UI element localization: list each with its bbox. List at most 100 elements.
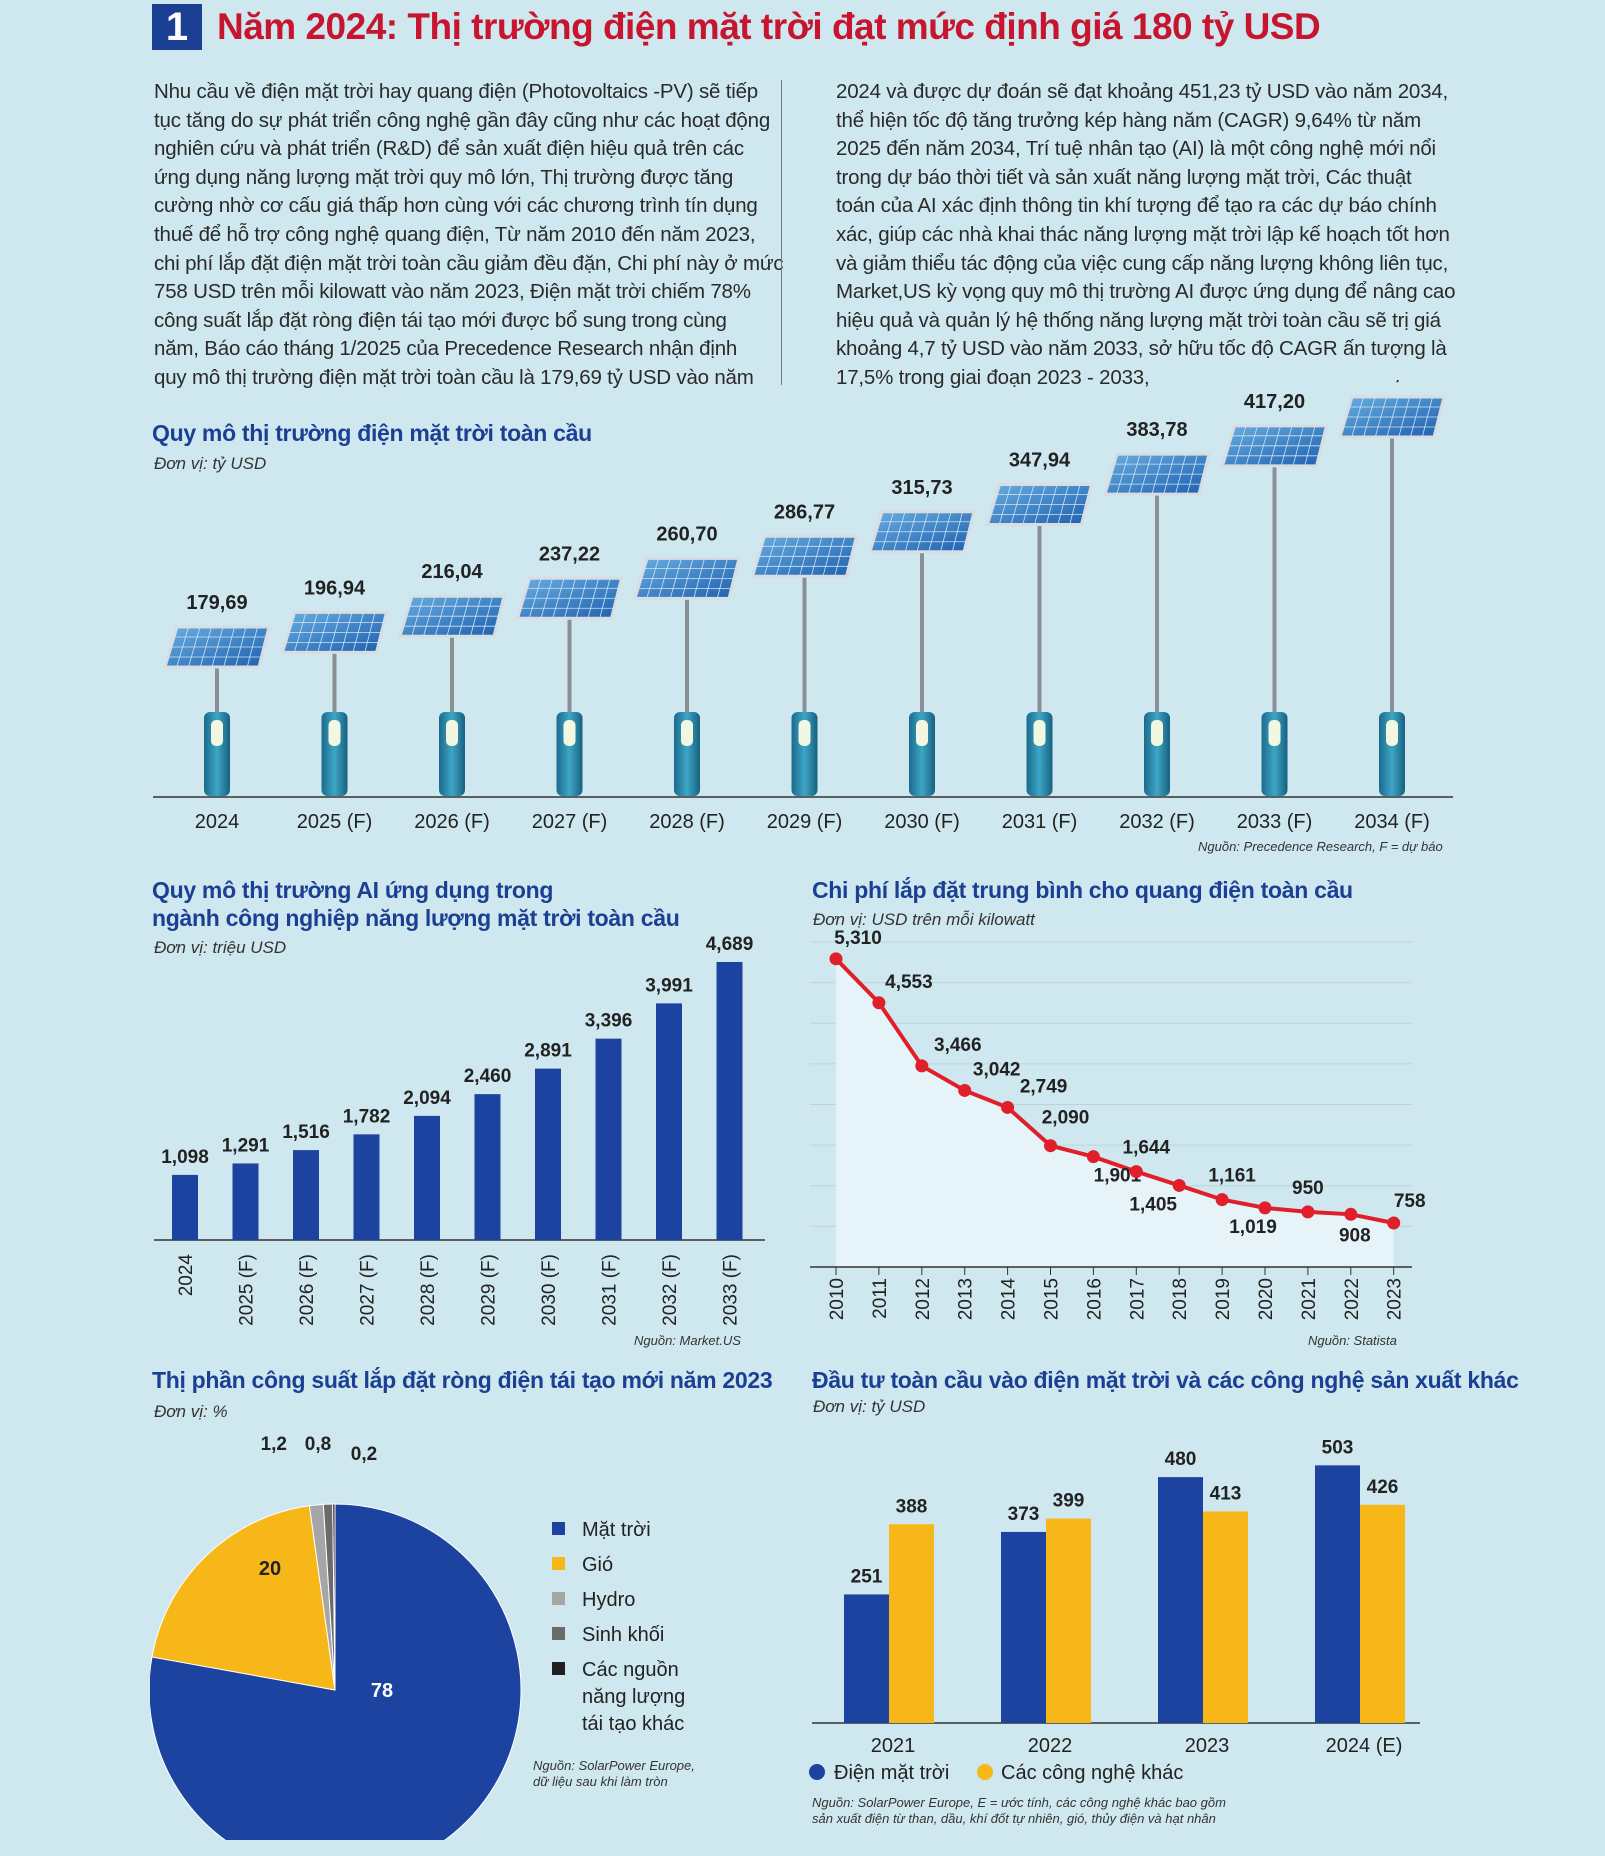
category-label: 2018 — [1170, 1278, 1191, 1320]
panel-pole — [567, 616, 572, 718]
category-label: 2032 (F) — [660, 1254, 681, 1326]
value-label: 260,70 — [656, 523, 717, 545]
panel-grid-line — [1363, 396, 1376, 438]
legend-label: Sinh khối — [582, 1624, 664, 1646]
value-label: 2,749 — [1020, 1076, 1068, 1097]
bar — [172, 1174, 198, 1240]
category-label: 2029 (F) — [479, 1254, 500, 1326]
chart1-title: Quy mô thị trường điện mặt trời toàn cầu — [152, 420, 592, 446]
chart5-source-line: sản xuất điện từ than, dầu, khí đốt tự n… — [812, 1811, 1216, 1826]
panel-pole — [685, 596, 689, 718]
chart5-unit: Đơn vị: tỷ USD — [813, 1397, 926, 1416]
legend-label: Các nguồn — [582, 1659, 679, 1681]
panel-grid-line — [458, 596, 470, 637]
data-point — [1258, 1201, 1272, 1215]
intro-text-line: trong dự báo thời tiết và sản xuất năng … — [836, 165, 1412, 189]
chart2-title-line: Quy mô thị trường AI ứng dụng trong — [152, 877, 554, 903]
slice-label: 0,2 — [351, 1444, 377, 1465]
panel-grid-line — [1280, 425, 1293, 466]
panel-grid-line — [681, 558, 694, 599]
panel-grid-line — [364, 612, 376, 653]
category-label: 2028 (F) — [418, 1254, 439, 1326]
category-label: 2031 (F) — [1002, 811, 1078, 833]
value-label: 1,516 — [282, 1122, 330, 1143]
category-label: 2030 (F) — [539, 1254, 560, 1326]
chart5-title: Đầu tư toàn cầu vào điện mặt trời và các… — [812, 1367, 1519, 1393]
panel-grid-line — [1410, 396, 1422, 438]
panel-base-window — [211, 720, 223, 746]
panel-grid-line — [940, 511, 952, 552]
chart2-unit: Đơn vị: triệu USD — [154, 938, 287, 957]
chart1-source: Nguồn: Precedence Research, F = dự báo — [1198, 839, 1443, 854]
intro-text-line: công suất lắp đặt ròng điện tái tạo mới … — [154, 308, 727, 332]
category-label: 2019 — [1213, 1278, 1234, 1320]
value-label: 3,991 — [645, 975, 693, 996]
panel-base-window — [328, 720, 341, 746]
value-label: 1,644 — [1123, 1138, 1171, 1159]
legend-swatch — [552, 1592, 565, 1605]
legend-label: tái tạo khác — [582, 1713, 684, 1735]
panel-grid-line — [446, 596, 459, 637]
renewable-share-chart: 78 20 1,2 0,8 0,2 Mặt trời Gió Hydro Sinh khối Cá… — [150, 1434, 685, 1840]
data-point — [1044, 1139, 1057, 1153]
panel-grid-line — [834, 536, 846, 577]
install-cost-chart: 5,310 2010 4,553 2011 3,466 2012 3,042 2013 2,74… — [810, 930, 1426, 1320]
panel-base — [909, 712, 935, 796]
column-divider — [781, 80, 782, 385]
panel-base — [321, 712, 348, 796]
value-label: 950 — [1292, 1178, 1324, 1199]
legend-swatch — [552, 1627, 565, 1640]
intro-text-line: chi phí lắp đặt điện mặt trời toàn cầu g… — [154, 251, 784, 275]
bar — [1158, 1477, 1203, 1723]
legend-swatch — [552, 1557, 565, 1570]
category-label: 2011 — [870, 1278, 891, 1319]
chart5-source: Nguồn: SolarPower Europe, E = ước tính, … — [812, 1795, 1226, 1827]
intro-text-line: 758 USD trên mỗi kilowatt vào năm 2023, … — [154, 280, 751, 304]
category-label: 2022 — [1342, 1278, 1363, 1320]
intro-column-1: Nhu cầu về điện mặt trời hay quang điện … — [154, 78, 784, 393]
data-point — [1301, 1205, 1315, 1219]
value-label: 3,466 — [934, 1035, 982, 1056]
intro-text-line: thuế để hỗ trợ công nghệ quang điện, Từ … — [154, 222, 756, 246]
panel-grid-line — [693, 558, 705, 599]
panel-grid-line — [1292, 425, 1304, 466]
value-label: 758 — [1394, 1191, 1426, 1212]
chart4-source: Nguồn: SolarPower Europe, dữ liệu sau khi… — [533, 1758, 695, 1790]
intro-text-line: ứng dụng năng lượng mặt trời quy mô lớn,… — [154, 165, 734, 189]
value-label: 451,23 — [1361, 380, 1422, 384]
chart4-source-line: Nguồn: SolarPower Europe, — [533, 1758, 695, 1773]
panel-grid-line — [904, 511, 917, 552]
panel-grid-line — [810, 536, 823, 577]
investment-chart: 251 388 2021 373 399 2022 480 413 2023 503 426 2024… — [809, 1437, 1420, 1784]
category-label: 2010 — [827, 1278, 848, 1320]
value-label: 399 — [1053, 1491, 1085, 1512]
bar — [535, 1068, 561, 1240]
intro-text-line: khoảng 4,7 tỷ USD vào năm 2033, sở hữu t… — [836, 337, 1447, 361]
panel-grid-line — [775, 536, 788, 577]
category-label: 2025 (F) — [297, 811, 373, 833]
panel-grid-line — [1010, 484, 1023, 525]
data-point — [1387, 1216, 1401, 1230]
panel-base-window — [1033, 720, 1046, 746]
intro-text-line: 17,5% trong giai đoạn 2023 - 2033, — [836, 365, 1150, 389]
panel-pole — [1037, 522, 1042, 718]
value-label: 426 — [1367, 1477, 1399, 1498]
value-label: 347,94 — [1009, 449, 1071, 471]
data-point — [1215, 1193, 1229, 1207]
panel-grid-line — [1386, 396, 1399, 438]
data-point — [915, 1059, 929, 1073]
panel-grid-line — [188, 626, 201, 668]
panel-base — [791, 712, 818, 796]
panel-grid-line — [1257, 425, 1270, 466]
category-label: 2026 (F) — [297, 1254, 318, 1326]
intro-text-line: xác, giúp các nhà khai thác năng lượng m… — [836, 222, 1450, 246]
panel-base — [204, 712, 230, 796]
pie-slice — [151, 1505, 336, 1691]
value-label: 1,291 — [222, 1135, 270, 1156]
panel-base — [439, 712, 465, 796]
value-label: 2,094 — [403, 1088, 451, 1109]
chart3-unit: Đơn vị: USD trên mỗi kilowatt — [813, 910, 1035, 929]
panel-grid-line — [564, 578, 576, 619]
panel-pole — [450, 634, 454, 718]
legend-swatch — [809, 1764, 825, 1780]
